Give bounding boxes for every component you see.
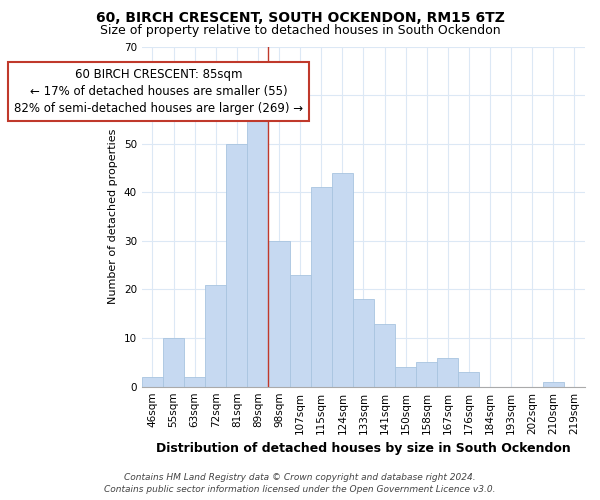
Bar bbox=[142, 377, 163, 386]
Bar bbox=[353, 299, 374, 386]
Bar bbox=[416, 362, 437, 386]
Text: Size of property relative to detached houses in South Ockendon: Size of property relative to detached ho… bbox=[100, 24, 500, 37]
Bar bbox=[458, 372, 479, 386]
Bar bbox=[374, 324, 395, 386]
Bar bbox=[268, 241, 290, 386]
Bar bbox=[332, 173, 353, 386]
Bar bbox=[437, 358, 458, 386]
Bar bbox=[226, 144, 247, 386]
Text: 60, BIRCH CRESCENT, SOUTH OCKENDON, RM15 6TZ: 60, BIRCH CRESCENT, SOUTH OCKENDON, RM15… bbox=[95, 11, 505, 25]
Text: 60 BIRCH CRESCENT: 85sqm
← 17% of detached houses are smaller (55)
82% of semi-d: 60 BIRCH CRESCENT: 85sqm ← 17% of detach… bbox=[14, 68, 303, 116]
Bar bbox=[163, 338, 184, 386]
Bar bbox=[184, 377, 205, 386]
Bar bbox=[205, 284, 226, 386]
Bar bbox=[247, 105, 268, 386]
Text: Contains HM Land Registry data © Crown copyright and database right 2024.
Contai: Contains HM Land Registry data © Crown c… bbox=[104, 472, 496, 494]
Bar bbox=[290, 275, 311, 386]
Bar bbox=[543, 382, 564, 386]
X-axis label: Distribution of detached houses by size in South Ockendon: Distribution of detached houses by size … bbox=[156, 442, 571, 455]
Bar bbox=[311, 188, 332, 386]
Bar bbox=[395, 367, 416, 386]
Y-axis label: Number of detached properties: Number of detached properties bbox=[109, 129, 118, 304]
